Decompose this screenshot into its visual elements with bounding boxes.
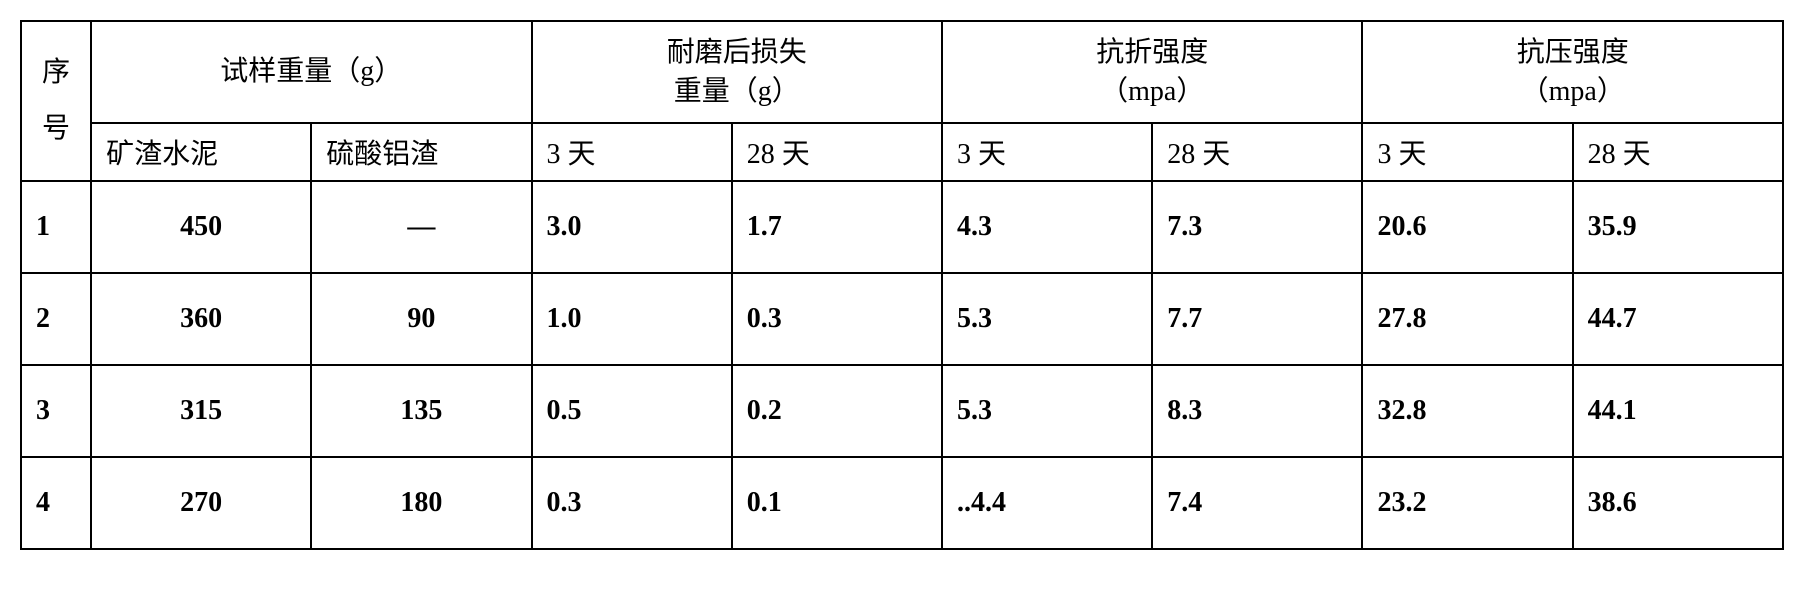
col-header-comp-3d: 3 天 [1362,123,1572,181]
col-header-flex-3d: 3 天 [942,123,1152,181]
comp-l2: （mpa） [1521,76,1625,107]
flex-l2: （mpa） [1100,76,1204,107]
cell-w1: 360 [91,273,311,365]
cell-c1: 27.8 [1362,273,1572,365]
cell-c2: 44.1 [1573,365,1783,457]
col-header-wear-group: 耐磨后损失 重量（g） [532,21,942,123]
cell-a2: 0.1 [732,457,942,549]
comp-l1: 抗压强度 [1517,37,1629,68]
cell-w2: 180 [311,457,531,549]
data-table: 序 号 试样重量（g） 耐磨后损失 重量（g） 抗折强度 （mpa） 抗压强度 … [20,20,1784,550]
col-header-weight-group: 试样重量（g） [91,21,531,123]
cell-w2: 90 [311,273,531,365]
cell-w2: — [311,181,531,273]
cell-w1: 270 [91,457,311,549]
seq-label-1: 序 [42,57,70,88]
cell-a1: 1.0 [532,273,732,365]
cell-b1: 5.3 [942,365,1152,457]
cell-b2: 8.3 [1152,365,1362,457]
cell-a2: 0.2 [732,365,942,457]
col-header-weight-2: 硫酸铝渣 [311,123,531,181]
wear-l1: 耐磨后损失 [667,37,807,68]
cell-seq: 2 [21,273,91,365]
header-row-2: 矿渣水泥 硫酸铝渣 3 天 28 天 3 天 28 天 3 天 28 天 [21,123,1783,181]
cell-seq: 1 [21,181,91,273]
cell-c2: 38.6 [1573,457,1783,549]
header-row-1: 序 号 试样重量（g） 耐磨后损失 重量（g） 抗折强度 （mpa） 抗压强度 … [21,21,1783,123]
cell-w1: 450 [91,181,311,273]
cell-b2: 7.4 [1152,457,1362,549]
cell-w2: 135 [311,365,531,457]
cell-b1: 4.3 [942,181,1152,273]
flex-l1: 抗折强度 [1096,37,1208,68]
col-header-seq: 序 号 [21,21,91,181]
col-header-flex-group: 抗折强度 （mpa） [942,21,1362,123]
table-row: 1 450 — 3.0 1.7 4.3 7.3 20.6 35.9 [21,181,1783,273]
cell-c1: 20.6 [1362,181,1572,273]
table-row: 3 315 135 0.5 0.2 5.3 8.3 32.8 44.1 [21,365,1783,457]
col-header-weight-1: 矿渣水泥 [91,123,311,181]
cell-a1: 0.3 [532,457,732,549]
cell-b1: 5.3 [942,273,1152,365]
cell-a1: 3.0 [532,181,732,273]
cell-b2: 7.7 [1152,273,1362,365]
col-header-wear-3d: 3 天 [532,123,732,181]
col-header-comp-group: 抗压强度 （mpa） [1362,21,1783,123]
cell-b2: 7.3 [1152,181,1362,273]
seq-label-2: 号 [42,113,70,144]
cell-c1: 23.2 [1362,457,1572,549]
cell-seq: 4 [21,457,91,549]
cell-c2: 35.9 [1573,181,1783,273]
cell-a1: 0.5 [532,365,732,457]
cell-b1: ..4.4 [942,457,1152,549]
cell-a2: 1.7 [732,181,942,273]
wear-l2: 重量（g） [674,76,800,107]
col-header-comp-28d: 28 天 [1573,123,1783,181]
table-row: 4 270 180 0.3 0.1 ..4.4 7.4 23.2 38.6 [21,457,1783,549]
cell-c2: 44.7 [1573,273,1783,365]
col-header-wear-28d: 28 天 [732,123,942,181]
cell-seq: 3 [21,365,91,457]
cell-a2: 0.3 [732,273,942,365]
cell-c1: 32.8 [1362,365,1572,457]
col-header-flex-28d: 28 天 [1152,123,1362,181]
cell-w1: 315 [91,365,311,457]
table-row: 2 360 90 1.0 0.3 5.3 7.7 27.8 44.7 [21,273,1783,365]
